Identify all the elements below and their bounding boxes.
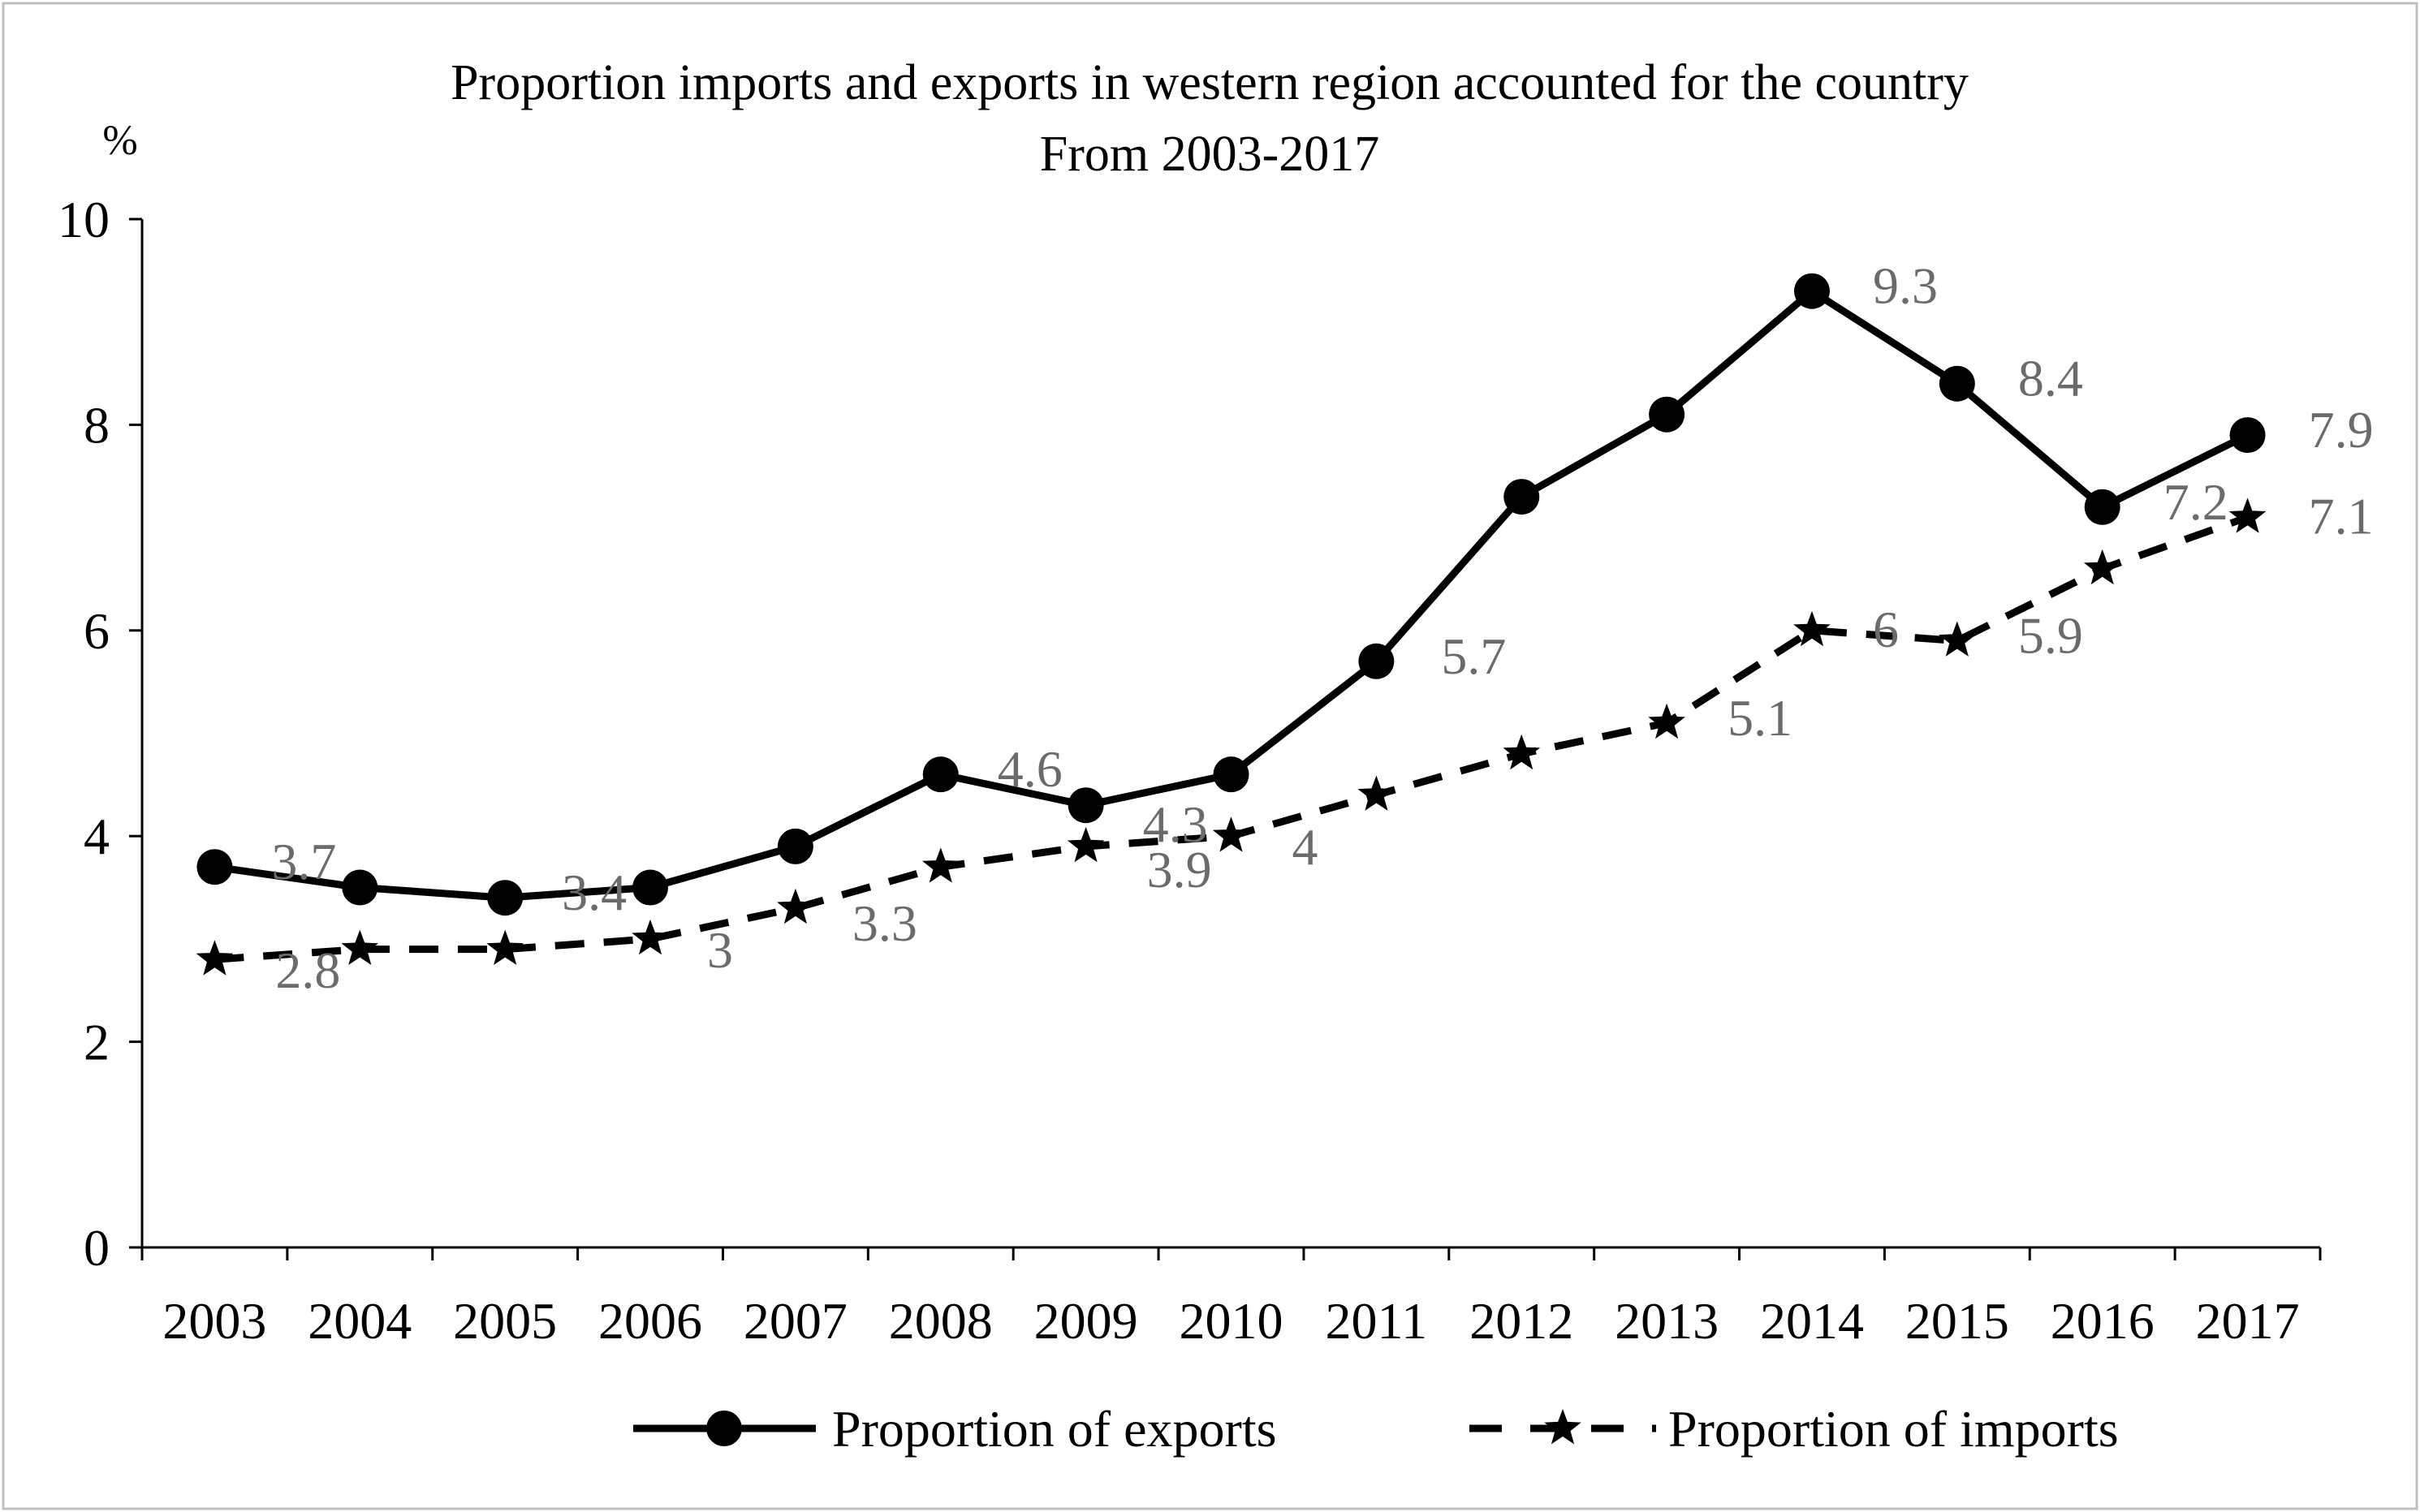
exports-point-2014	[1793, 273, 1830, 309]
x-tick-label: 2013	[1615, 1292, 1719, 1350]
imports-point-2013	[1648, 703, 1685, 739]
imports-label-2013: 5.1	[1728, 689, 1792, 747]
x-tick-label: 2003	[162, 1292, 266, 1350]
series-layer	[196, 273, 2267, 976]
legend-exports-label: Proportion of exports	[832, 1400, 1277, 1458]
exports-point-2016	[2084, 489, 2120, 525]
exports-point-2011	[1358, 643, 1395, 679]
exports-label-2017: 7.9	[2309, 401, 2374, 459]
imports-point-2009	[1067, 826, 1105, 863]
exports-point-2013	[1649, 396, 1685, 433]
imports-label-2015: 5.9	[2018, 606, 2083, 664]
imports-point-2010	[1212, 816, 1250, 852]
imports-label-2009: 3.9	[1147, 841, 1212, 898]
legend-imports-label: Proportion of imports	[1668, 1400, 2119, 1458]
imports-point-2007	[777, 888, 814, 924]
y-axis-unit: %	[102, 118, 137, 164]
y-tick-label: 6	[84, 602, 110, 660]
exports-label-2015: 8.4	[2018, 350, 2083, 407]
x-tick-label: 2008	[889, 1292, 993, 1350]
exports-point-2009	[1068, 787, 1104, 824]
imports-point-2006	[632, 919, 669, 955]
y-tick-label: 8	[84, 396, 110, 454]
exports-point-2010	[1213, 756, 1249, 793]
exports-label-2011: 5.7	[1441, 627, 1506, 685]
exports-point-2015	[1939, 365, 1975, 402]
imports-point-2003	[196, 940, 234, 976]
imports-point-2015	[1939, 621, 1976, 657]
imports-point-2016	[2083, 549, 2121, 585]
imports-point-2017	[2228, 498, 2267, 533]
imports-series	[196, 498, 2267, 976]
chart-subtitle: From 2003-2017	[1040, 127, 1380, 182]
y-tick-label: 0	[84, 1219, 110, 1277]
exports-point-2005	[487, 880, 524, 916]
x-tick-label: 2015	[1905, 1292, 2009, 1350]
imports-label-2014: 6	[1873, 601, 1899, 658]
legend-imports-marker	[1544, 1409, 1581, 1445]
exports-label-2003: 3.7	[271, 833, 336, 890]
x-tick-label: 2014	[1760, 1292, 1864, 1350]
data-labels: 3.7 3.4 4.6 4.3 5.7 9.3 8.4 7.2 7.9 2.8 3 3.3 3.9 4 5.…	[271, 257, 2373, 1000]
imports-label-2017: 7.1	[2309, 487, 2374, 545]
y-tick-label: 4	[84, 808, 110, 865]
y-tick-label: 10	[58, 191, 110, 248]
imports-label-2006: 3	[707, 921, 733, 979]
imports-point-2014	[1793, 610, 1831, 647]
exports-point-2006	[632, 869, 669, 906]
chart-title: Proportion imports and exports in wester…	[451, 55, 1969, 110]
exports-series	[196, 273, 2266, 916]
y-tick-label: 2	[84, 1014, 110, 1071]
imports-point-2011	[1357, 775, 1395, 811]
exports-point-2003	[196, 849, 233, 885]
x-tick-label: 2006	[598, 1292, 702, 1350]
imports-point-2012	[1503, 734, 1541, 770]
x-tick-label: 2009	[1034, 1292, 1138, 1350]
exports-label-2016: 7.2	[2163, 473, 2228, 531]
imports-point-2004	[341, 929, 379, 965]
exports-label-2014: 9.3	[1873, 257, 1938, 315]
x-tick-label: 2005	[453, 1292, 557, 1350]
x-tick-label: 2012	[1469, 1292, 1573, 1350]
exports-label-2008: 4.6	[998, 740, 1063, 798]
exports-point-2017	[2229, 417, 2266, 454]
legend: Proportion of exports Proportion of impor…	[633, 1400, 2119, 1458]
x-tick-label: 2016	[2051, 1292, 2155, 1350]
x-tick-label: 2017	[2196, 1292, 2300, 1350]
exports-label-2009: 4.3	[1143, 795, 1208, 853]
imports-label-2007: 3.3	[852, 894, 917, 952]
x-tick-label: 2011	[1326, 1292, 1428, 1350]
exports-point-2012	[1503, 479, 1540, 515]
x-tick-label: 2010	[1180, 1292, 1283, 1350]
imports-label-2003: 2.8	[275, 941, 340, 999]
exports-point-2004	[342, 869, 378, 906]
imports-point-2008	[921, 847, 960, 883]
x-tick-label: 2004	[308, 1292, 412, 1350]
x-tick-label: 2007	[744, 1292, 848, 1350]
axes: 0 2 4 6 8 10 2003 2004 2005 2006 2007 2008 2009 2010 2…	[58, 191, 2322, 1350]
imports-point-2005	[486, 929, 524, 965]
exports-point-2008	[922, 756, 959, 793]
exports-label-2005: 3.4	[562, 864, 627, 921]
legend-exports-marker	[706, 1411, 742, 1446]
exports-point-2007	[777, 828, 813, 864]
imports-label-2010: 4	[1292, 818, 1318, 876]
